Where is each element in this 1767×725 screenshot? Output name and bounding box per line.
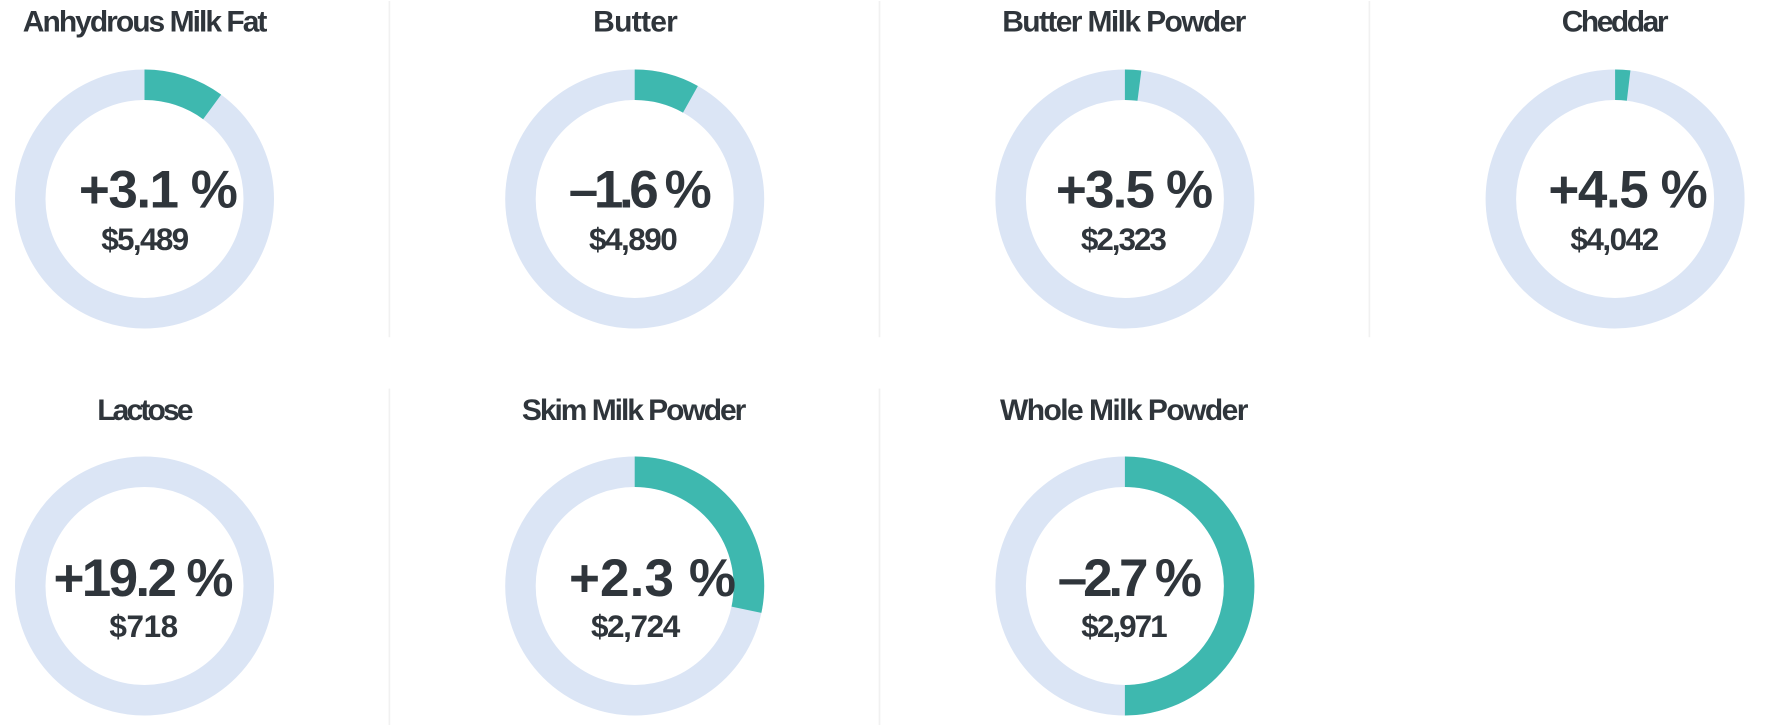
svg-text:Butter Milk Powder: Butter Milk Powder	[1002, 5, 1246, 38]
svg-text:$4,042: $4,042	[1570, 221, 1659, 257]
svg-text:$4,890: $4,890	[589, 221, 678, 257]
svg-text:+2.3 %: +2.3 %	[569, 549, 736, 608]
svg-text:–2.7 %: –2.7 %	[1058, 549, 1202, 608]
svg-text:+4.5 %: +4.5 %	[1548, 161, 1707, 220]
svg-text:$718: $718	[109, 608, 178, 644]
svg-text:$5,489: $5,489	[101, 221, 189, 257]
svg-text:Skim Milk Powder: Skim Milk Powder	[522, 394, 747, 427]
svg-text:Lactose: Lactose	[97, 394, 193, 427]
svg-text:Whole Milk Powder: Whole Milk Powder	[1000, 394, 1249, 427]
svg-text:Anhydrous Milk Fat: Anhydrous Milk Fat	[23, 5, 268, 38]
svg-text:$2,724: $2,724	[591, 608, 681, 644]
svg-text:Butter: Butter	[593, 5, 678, 38]
svg-text:–1.6 %: –1.6 %	[569, 161, 712, 220]
svg-text:+3.1 %: +3.1 %	[79, 161, 238, 220]
svg-text:$2,971: $2,971	[1081, 608, 1167, 644]
svg-text:+19.2 %: +19.2 %	[53, 549, 233, 608]
svg-text:+3.5 %: +3.5 %	[1056, 161, 1213, 220]
svg-text:$2,323: $2,323	[1081, 221, 1167, 257]
svg-text:Cheddar: Cheddar	[1562, 5, 1669, 38]
